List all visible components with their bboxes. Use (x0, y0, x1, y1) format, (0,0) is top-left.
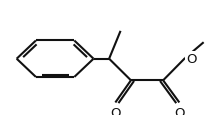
Text: O: O (186, 52, 197, 65)
Text: O: O (174, 106, 185, 115)
Text: O: O (110, 106, 121, 115)
